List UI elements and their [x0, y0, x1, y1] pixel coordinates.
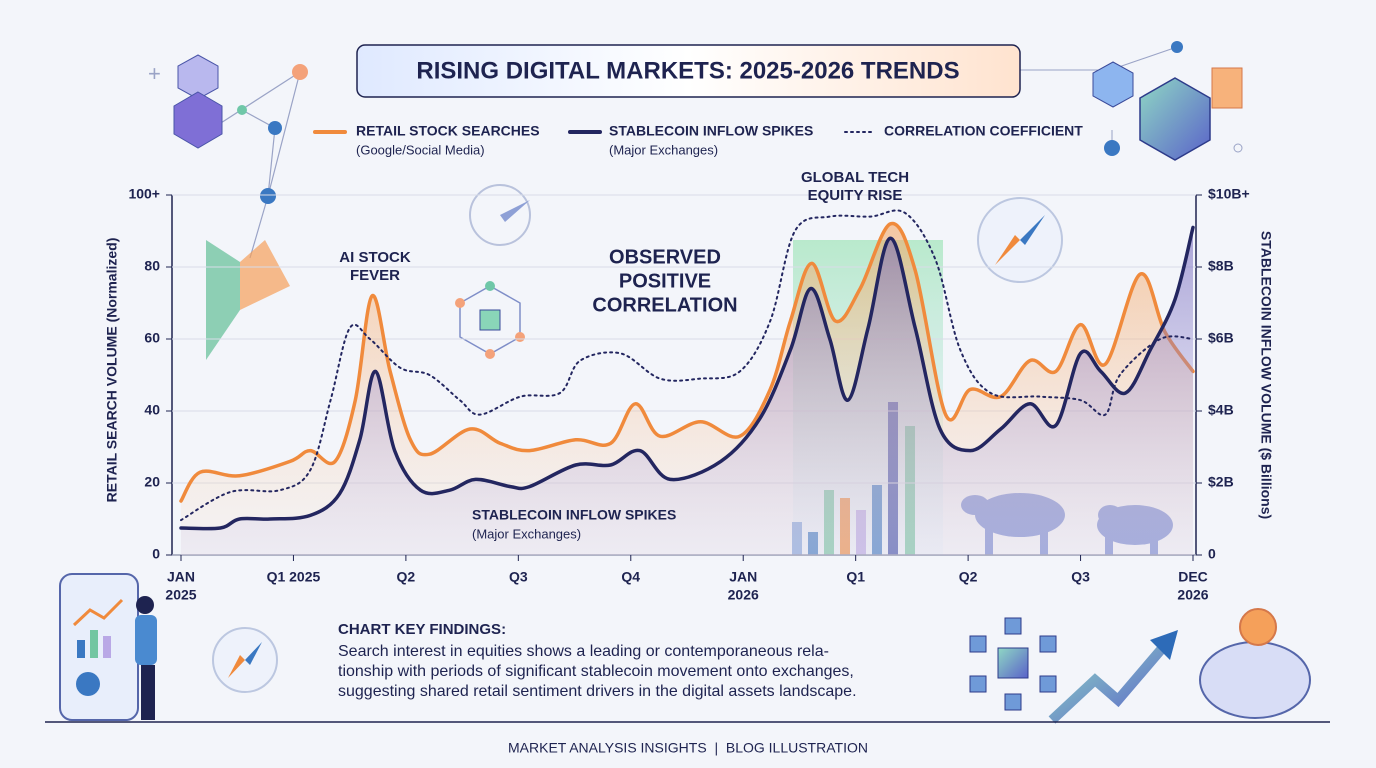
y2-tick-label: $10B+ [1208, 186, 1250, 202]
annotation: FEVER [350, 267, 400, 284]
annotation: CORRELATION [592, 294, 737, 316]
x-tick-label: 2025 [165, 587, 196, 603]
legend-label: CORRELATION COEFFICIENT [884, 123, 1083, 139]
findings-line: Search interest in equities shows a lead… [338, 643, 829, 660]
y2-tick-label: $8B [1208, 258, 1234, 274]
x-tick-label: DEC [1178, 569, 1208, 585]
legend-sublabel: (Google/Social Media) [356, 142, 485, 157]
legend-label: STABLECOIN INFLOW SPIKES [609, 123, 813, 139]
title-box [356, 44, 1021, 98]
line [179, 221, 1195, 503]
legend-label: RETAIL STOCK SEARCHES [356, 123, 540, 139]
annotation: EQUITY RISE [808, 187, 903, 204]
chart-title: RISING DIGITAL MARKETS: 2025-2026 TRENDS [416, 57, 959, 84]
x-tick-label: Q1 2025 [267, 569, 321, 585]
x-tick-label: Q4 [621, 569, 640, 585]
findings-line: suggesting shared retail sentiment drive… [338, 683, 857, 700]
y-tick-label: 0 [152, 546, 160, 562]
x-tick-label: Q3 [509, 569, 528, 585]
x-tick-label: 2026 [728, 587, 759, 603]
x-tick-label: Q2 [959, 569, 978, 585]
plot-area: 0 20 40 60 80 100+ 0 $2B $4B $6B $8B $10B+ JAN 2025 Q1… [128, 123, 1249, 603]
annotation: OBSERVED [609, 246, 721, 268]
x-tick-label: Q3 [1071, 569, 1090, 585]
annotation: GLOBAL TECH [801, 169, 909, 186]
findings-line: tionship with periods of significant sta… [338, 663, 854, 680]
y-axis-title: RETAIL SEARCH VOLUME (Normalized) [104, 238, 120, 503]
x-tick-label: JAN [729, 569, 757, 585]
y2-axis-title: STABLECOIN INFLOW VOLUME ($ Billions) [1258, 231, 1274, 519]
svg-text:+: + [148, 61, 161, 86]
annotation: POSITIVE [619, 270, 711, 292]
y2-tick-label: $2B [1208, 474, 1234, 490]
y-tick-label: 100+ [128, 186, 160, 202]
y-tick-label: 60 [144, 330, 160, 346]
annotation: STABLECOIN INFLOW SPIKES [472, 507, 676, 523]
x-tick-label: Q1 [846, 569, 865, 585]
x-tick-label: 2026 [1177, 587, 1208, 603]
y2-tick-label: $6B [1208, 330, 1234, 346]
annotation: AI STOCK [339, 249, 411, 266]
findings-heading: CHART KEY FINDINGS: [338, 621, 506, 638]
y-tick-label: 40 [144, 402, 160, 418]
area [181, 227, 1193, 555]
y2-tick-label: $4B [1208, 402, 1234, 418]
footer: MARKET ANALYSIS INSIGHTS | BLOG ILLUSTRA… [508, 740, 868, 756]
annotation: (Major Exchanges) [472, 526, 581, 541]
line [179, 225, 1195, 531]
y2-tick-label: 0 [1208, 546, 1216, 562]
legend-sublabel: (Major Exchanges) [609, 142, 718, 157]
x-tick-label: Q2 [397, 569, 416, 585]
y-tick-label: 20 [144, 474, 160, 490]
x-tick-label: JAN [167, 569, 195, 585]
y-tick-label: 80 [144, 258, 160, 274]
